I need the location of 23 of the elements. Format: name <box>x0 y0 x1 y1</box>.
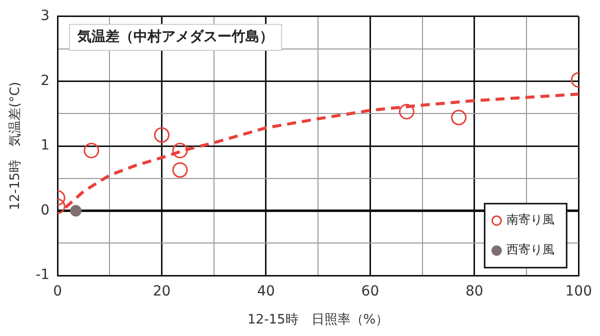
y-tick-label: 3 <box>40 8 50 24</box>
point <box>398 104 414 120</box>
point <box>451 110 467 126</box>
point <box>172 142 188 158</box>
x-tick-label: 40 <box>257 284 275 300</box>
x-axis-title: 12-15時 日照率（%） <box>248 312 389 328</box>
point <box>172 162 188 178</box>
x-tick-label: 80 <box>466 284 484 300</box>
y-tick-label: 0 <box>40 202 50 218</box>
y-tick-label: -1 <box>36 267 50 284</box>
point <box>154 127 170 143</box>
y-axis-title: 12-15時 気温差(°C) <box>8 82 24 210</box>
point <box>70 205 82 217</box>
x-tick-label: 20 <box>152 284 171 300</box>
text: 気温差（中村アメダスー竹島） <box>76 29 274 46</box>
x-tick-label: 100 <box>565 284 592 300</box>
y-tick-label: 1 <box>40 138 50 154</box>
y-tick-label: 2 <box>40 72 50 89</box>
point <box>84 142 100 158</box>
x-tick-label: 60 <box>361 284 380 300</box>
x-tick-label: 0 <box>53 284 62 300</box>
legend-label: 西寄り風 <box>506 242 555 257</box>
legend-label: 南寄り風 <box>506 212 555 227</box>
